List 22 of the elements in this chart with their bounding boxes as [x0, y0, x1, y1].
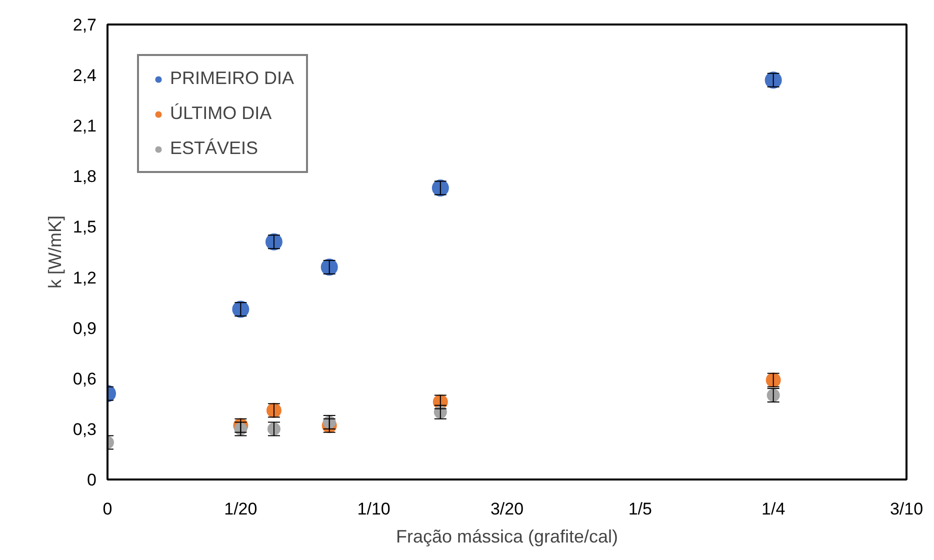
y-tick-label: 2,7	[72, 16, 97, 34]
x-tick-label: 3/20	[490, 500, 524, 518]
y-tick-label: 2,4	[72, 66, 97, 86]
x-tick-label: 0	[102, 500, 112, 518]
x-tick-label: 3/10	[890, 500, 924, 518]
y-tick-label: 1,5	[72, 218, 97, 237]
y-tick-label: 1,8	[72, 167, 97, 186]
legend-label: PRIMEIRO DIA	[170, 68, 294, 89]
x-tick-label: 1/4	[762, 500, 786, 518]
y-tick-label: 1,2	[72, 268, 97, 288]
x-tick-label: 1/20	[224, 500, 258, 518]
y-tick-label: 0,6	[72, 369, 97, 388]
legend-label: ÚLTIMO DIA	[170, 103, 272, 124]
legend-label: ESTÁVEIS	[170, 138, 258, 159]
y-tick-label: 0,3	[72, 420, 97, 439]
y-tick-label: 0,9	[72, 318, 97, 338]
y-tick-label: 0	[87, 470, 97, 490]
y-axis-title: k [W/mK]	[44, 215, 65, 288]
x-axis-title: Fração mássica (grafite/cal)	[396, 526, 618, 546]
x-tick-label: 1/10	[357, 500, 390, 518]
y-tick-label: 2,1	[72, 116, 97, 136]
x-tick-label: 1/5	[628, 500, 652, 518]
